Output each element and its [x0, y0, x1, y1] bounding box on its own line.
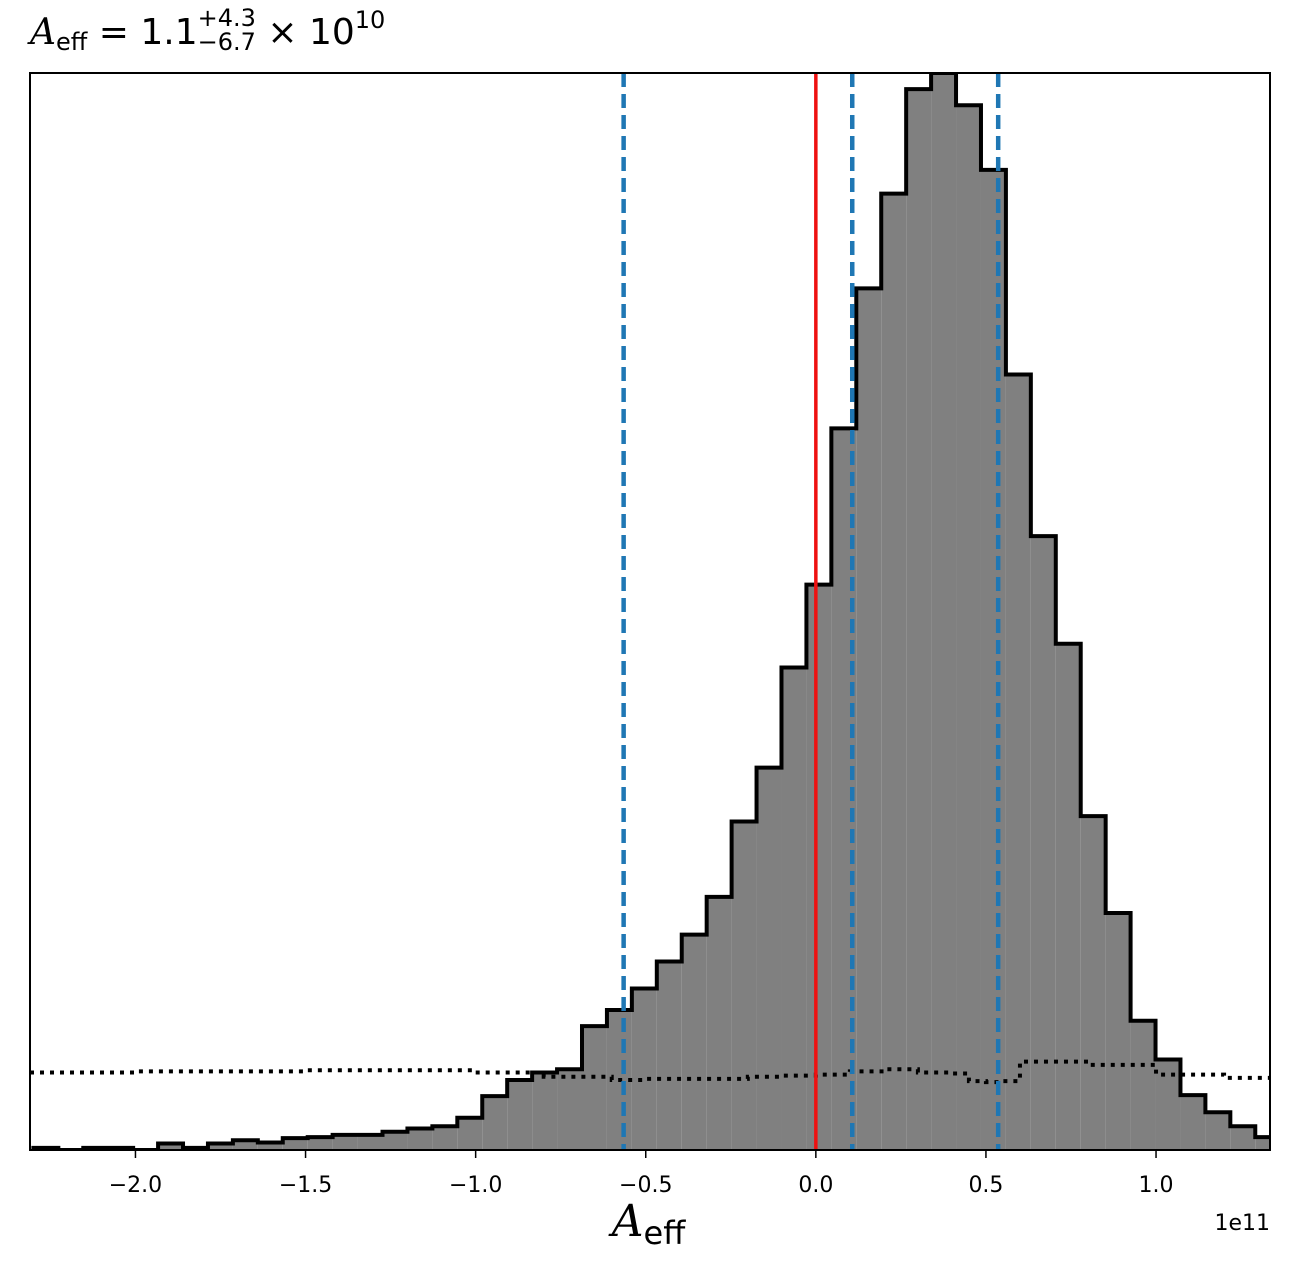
histogram-bar: [382, 1131, 408, 1150]
title-subscript: eff: [56, 28, 88, 56]
histogram-bar: [332, 1134, 358, 1150]
reference-lines-layer: [621, 73, 1001, 1150]
title-lower-error: −6.7: [197, 28, 256, 56]
histogram-bar: [631, 988, 657, 1150]
histogram-bar: [557, 1069, 582, 1150]
histogram-bar: [1030, 536, 1056, 1150]
histogram-bar: [1005, 374, 1031, 1150]
histogram-bar: [1230, 1126, 1256, 1150]
histogram-bar: [1155, 1059, 1181, 1150]
histogram-bar: [232, 1140, 258, 1150]
x-axis-offset-text: 1e11: [1214, 1211, 1270, 1236]
histogram-bar: [1105, 913, 1131, 1150]
x-tick-label: −0.5: [619, 1173, 672, 1198]
chart-title: Aeff = 1.1 +4.3 −6.7 × 1010: [30, 6, 385, 58]
histogram-bar: [1255, 1137, 1270, 1150]
histogram-bar: [532, 1072, 558, 1150]
histogram-bar: [307, 1137, 333, 1150]
histogram-bar: [881, 193, 907, 1150]
histogram-bar: [482, 1096, 508, 1150]
histogram-bar: [1205, 1112, 1231, 1150]
histogram-bar: [581, 1026, 607, 1150]
title-upper-error: +4.3: [197, 4, 256, 32]
histogram-bar: [507, 1079, 533, 1150]
x-tick-label: 1.0: [1139, 1173, 1174, 1198]
histogram-bar: [357, 1134, 383, 1150]
title-value: = 1.1: [87, 12, 198, 53]
histogram-bar: [731, 821, 757, 1150]
histogram-bar: [781, 667, 807, 1150]
histogram-bar: [756, 767, 782, 1150]
axes-frame: [29, 72, 1271, 1151]
histogram-bar: [906, 89, 932, 1150]
histogram-bar: [1180, 1095, 1206, 1150]
histogram-bar: [681, 934, 707, 1150]
histogram-bar: [706, 896, 732, 1150]
x-tick-label: 0.0: [798, 1173, 833, 1198]
x-axis-label: Aeff: [0, 1196, 1289, 1252]
histogram-bar: [806, 584, 832, 1150]
histogram-bar: [956, 105, 981, 1150]
title-error-bounds: +4.3 −6.7: [198, 6, 256, 54]
title-symbol: A: [30, 12, 56, 53]
title-exponent: 10: [354, 6, 386, 34]
x-tick-label: −2.0: [109, 1173, 162, 1198]
histogram-bar: [407, 1128, 433, 1150]
histogram-bar: [257, 1142, 283, 1150]
histogram-bar: [656, 961, 682, 1150]
x-axis-ticks: −2.0 −1.5 −1.0 −0.5 0.0 0.5 1.0: [109, 1150, 1174, 1198]
x-tick-label: 0.5: [968, 1173, 1003, 1198]
histogram-bar: [931, 73, 957, 1150]
x-tick-label: −1.0: [449, 1173, 502, 1198]
histogram-bar: [980, 169, 1006, 1150]
histogram-bar: [282, 1138, 308, 1150]
histogram-bar: [1130, 1020, 1156, 1150]
histogram-bar: [432, 1126, 458, 1150]
histogram-bar: [856, 288, 882, 1150]
histogram-outline: [31, 73, 1270, 1150]
histogram-bar: [207, 1143, 233, 1150]
xlabel-symbol: A: [611, 1196, 644, 1247]
histogram-layer: [31, 73, 1289, 1150]
histogram-bar: [457, 1117, 483, 1150]
xlabel-subscript: eff: [643, 1214, 686, 1252]
x-tick-label: −1.5: [279, 1173, 332, 1198]
histogram-bar: [1080, 816, 1106, 1150]
histogram-bar: [1280, 1146, 1289, 1150]
histogram-bar: [158, 1143, 184, 1150]
histogram-bar: [1055, 643, 1081, 1150]
title-times: × 10: [255, 12, 355, 53]
